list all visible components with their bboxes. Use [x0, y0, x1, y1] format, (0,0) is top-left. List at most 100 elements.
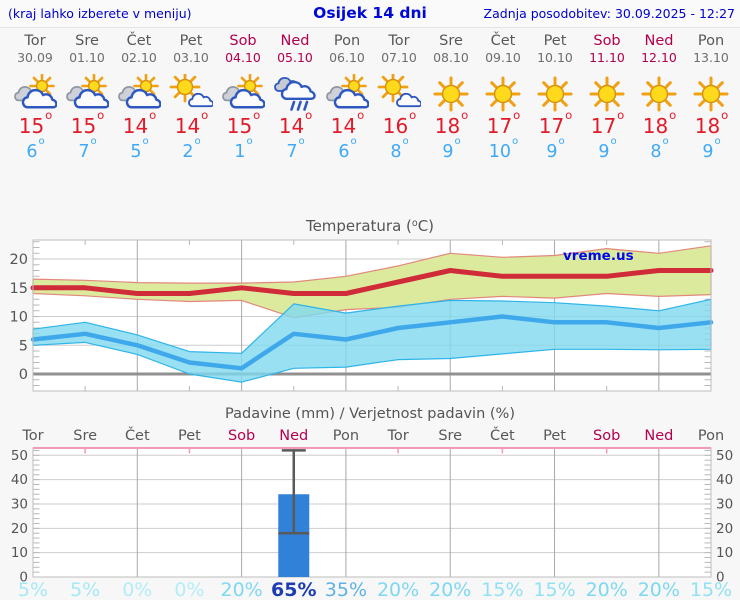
day-name-label: Tor — [388, 33, 410, 49]
partly-cloudy-icon — [217, 73, 269, 114]
day-name-label: Pet — [543, 33, 567, 49]
day-date-label: 11.10 — [589, 49, 625, 65]
y-axis-label-left: 20 — [11, 521, 28, 537]
mostly-sunny-icon — [165, 71, 217, 114]
min-temp-label: 6o — [338, 136, 357, 162]
precip-day-label: Sre — [73, 428, 97, 444]
y-axis-label: 10 — [10, 310, 28, 326]
day-name-label: Ned — [644, 33, 674, 49]
day-name-label: Pon — [333, 33, 361, 49]
precip-probability-label: 15% — [533, 579, 575, 600]
y-axis-label: 5 — [19, 338, 28, 354]
precip-probability-label: 20% — [429, 579, 471, 600]
mostly-sunny-icon — [373, 71, 425, 114]
day-date-label: 30.09 — [17, 49, 53, 65]
precip-probability-label: 15% — [481, 579, 523, 600]
day-name-label: Čet — [126, 33, 152, 49]
day-date-label: 08.10 — [433, 49, 469, 65]
forecast-day: Sre 08.10 18o 9o — [425, 28, 477, 162]
sunny-icon — [685, 74, 737, 114]
forecast-day: Ned 12.10 18o 8o — [633, 28, 685, 162]
forecast-day: Sre 01.10 15o 7o — [61, 28, 113, 162]
forecast-day: Pon 06.10 14o 6o — [321, 28, 373, 162]
max-temp-label: 17o — [590, 107, 625, 138]
min-temp-label: 9o — [702, 136, 721, 162]
partly-cloudy-icon — [61, 73, 113, 114]
forecast-day: Čet 02.10 14o 5o — [113, 28, 165, 162]
max-temp-label: 15o — [18, 107, 53, 138]
max-temp-label: 15o — [70, 107, 105, 138]
precip-probability-label: 35% — [325, 579, 367, 600]
sunny-icon — [425, 74, 477, 114]
forecast-strip: Tor 30.09 15o 6o Sre 01.10 15o 7o Čet 02.10 14o 5o P… — [9, 28, 737, 162]
precip-day-label: Tor — [386, 428, 408, 444]
day-date-label: 01.10 — [69, 49, 105, 65]
day-name-label: Čet — [490, 33, 516, 49]
precip-probability-label: 65% — [271, 579, 316, 600]
y-axis-label-right: 30 — [716, 496, 733, 512]
min-temp-label: 6o — [26, 136, 45, 162]
page-header: (kraj lahko izberete v meniju) Osijek 14… — [0, 0, 740, 28]
location-menu-hint: (kraj lahko izberete v meniju) — [8, 6, 192, 21]
precip-day-label: Sob — [593, 428, 620, 444]
day-date-label: 09.10 — [485, 49, 521, 65]
rain-icon — [269, 74, 321, 114]
y-axis-label-right: 20 — [716, 521, 733, 537]
precip-probability-label: 0% — [122, 579, 152, 600]
max-temp-label: 14o — [278, 107, 313, 138]
sunny-icon — [529, 74, 581, 114]
y-axis-label-right: 40 — [716, 472, 733, 488]
max-temp-label: 18o — [642, 107, 677, 138]
y-axis-label-left: 40 — [11, 472, 28, 488]
precip-probability-label: 0% — [174, 579, 204, 600]
y-axis-label-left: 30 — [11, 496, 28, 512]
min-temp-line — [30, 314, 714, 371]
precip-day-label: Sob — [228, 428, 255, 444]
day-date-label: 02.10 — [121, 49, 157, 65]
precip-probability-label: 20% — [377, 579, 419, 600]
day-date-label: 04.10 — [225, 49, 261, 65]
day-date-label: 10.10 — [537, 49, 573, 65]
forecast-day: Sob 04.10 15o 1o — [217, 28, 269, 162]
y-axis-label-right: 10 — [716, 545, 733, 561]
precip-plot-area — [33, 448, 711, 577]
precip-probability-label: 20% — [586, 579, 628, 600]
y-axis-label: 0 — [19, 367, 28, 383]
min-temp-label: 9o — [546, 136, 565, 162]
forecast-day: Tor 07.10 16o 8o — [373, 28, 425, 162]
day-name-label: Pon — [697, 33, 725, 49]
last-updated-label: Zadnja posodobitev: 30.09.2025 - 12:27 — [483, 6, 735, 21]
y-axis-label: 15 — [10, 281, 28, 297]
max-temp-label: 18o — [694, 107, 729, 138]
y-axis-label-right: 0 — [716, 570, 725, 586]
precip-day-label: Pet — [178, 428, 201, 444]
max-temp-label: 14o — [330, 107, 365, 138]
precip-probability-label: 5% — [18, 579, 48, 600]
day-date-label: 05.10 — [277, 49, 313, 65]
max-temp-label: 15o — [226, 107, 261, 138]
sunny-icon — [581, 74, 633, 114]
min-temp-label: 8o — [390, 136, 409, 162]
min-temp-label: 2o — [182, 136, 201, 162]
max-temp-label: 14o — [174, 107, 209, 138]
max-temp-line — [30, 268, 714, 296]
precip-probability-label: 20% — [638, 579, 680, 600]
precip-day-label: Tor — [21, 428, 43, 444]
min-temp-label: 7o — [78, 136, 97, 162]
forecast-day: Pet 03.10 14o 2o — [165, 28, 217, 162]
precip-probability-label: 5% — [70, 579, 100, 600]
day-date-label: 12.10 — [641, 49, 677, 65]
partly-cloudy-icon — [113, 73, 165, 114]
min-temp-label: 1o — [234, 136, 253, 162]
precipitation-chart: Padavine (mm) / Verjetnost padavin (%) To… — [11, 406, 733, 600]
precip-day-label: Ned — [644, 428, 673, 444]
temp-chart-title: Temperatura (oC) — [305, 217, 434, 235]
vreme-us-link[interactable]: vreme.us — [563, 248, 634, 264]
precip-chart-title: Padavine (mm) / Verjetnost padavin (%) — [225, 406, 515, 422]
day-name-label: Sob — [229, 33, 257, 49]
y-axis-label: 20 — [10, 252, 28, 268]
y-axis-label-left: 0 — [19, 570, 28, 586]
max-temp-label: 14o — [122, 107, 157, 138]
day-date-label: 13.10 — [693, 49, 729, 65]
precip-day-label: Pon — [333, 428, 359, 444]
